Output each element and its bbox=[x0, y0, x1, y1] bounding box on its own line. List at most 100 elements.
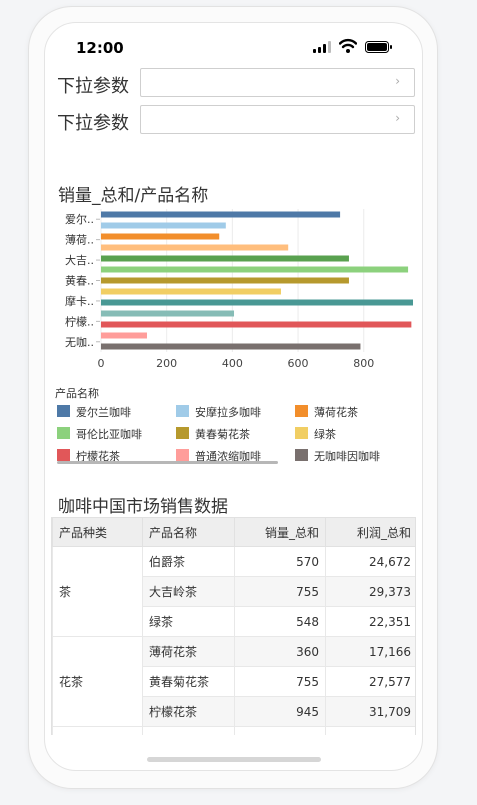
legend-label: 薄荷花茶 bbox=[314, 406, 358, 419]
param-row-1: 下拉参数 › bbox=[57, 68, 417, 100]
legend-label: 绿茶 bbox=[314, 428, 336, 441]
legend-label: 哥伦比亚咖啡 bbox=[76, 428, 142, 441]
legend-swatch bbox=[295, 449, 308, 461]
table-row[interactable]: 柠檬花茶 945 31,709 bbox=[53, 696, 415, 727]
legend-swatch bbox=[57, 449, 70, 461]
y-tick-label: 摩卡.. bbox=[65, 294, 94, 308]
legend-swatch bbox=[57, 427, 70, 439]
y-tick-label: 黄春.. bbox=[65, 274, 94, 288]
bar[interactable] bbox=[101, 211, 341, 218]
dropdown-param-1[interactable]: › bbox=[140, 68, 415, 97]
report-content[interactable]: 下拉参数 › 下拉参数 › 销量_总和/产品名称 0 200 400 600 800 爱尔… bbox=[45, 67, 423, 735]
bar[interactable] bbox=[101, 266, 409, 273]
cell-profit: 24,672 bbox=[325, 546, 415, 577]
cell-sales: 755 bbox=[234, 666, 326, 697]
table-title: 咖啡中国市场销售数据 bbox=[58, 497, 228, 517]
param-label: 下拉参数 bbox=[57, 76, 129, 97]
battery-icon bbox=[365, 41, 392, 53]
legend-label: 柠檬花茶 bbox=[76, 450, 120, 463]
bar[interactable] bbox=[101, 255, 349, 262]
dropdown-param-2[interactable]: › bbox=[140, 105, 415, 134]
legend-label: 无咖啡因咖啡 bbox=[314, 450, 380, 463]
param-label: 下拉参数 bbox=[57, 113, 129, 134]
legend-swatch bbox=[295, 405, 308, 417]
x-tick-label: 0 bbox=[98, 357, 105, 370]
bar[interactable] bbox=[101, 277, 349, 284]
cell-category: 花茶 bbox=[52, 636, 143, 727]
x-tick-label: 400 bbox=[222, 357, 243, 370]
cell-profit: 22,351 bbox=[325, 606, 415, 637]
cell-sales: 755 bbox=[234, 576, 326, 607]
cell-profit: 17,166 bbox=[325, 636, 415, 667]
cell-profit: 31,709 bbox=[325, 696, 415, 727]
legend-label: 黄春菊花茶 bbox=[195, 428, 250, 441]
legend-swatch bbox=[295, 427, 308, 439]
wifi-icon bbox=[339, 38, 357, 53]
bar[interactable] bbox=[101, 233, 220, 240]
legend-swatch bbox=[57, 405, 70, 417]
cell-sales: 728 bbox=[234, 726, 326, 735]
chart-title: 销量_总和/产品名称 bbox=[58, 186, 209, 206]
chart-legend[interactable]: 产品名称 爱尔兰咖啡 安摩拉多咖啡 薄荷花茶哥伦比亚咖啡 黄春菊花茶 绿茶柠檬花茶 普通浓… bbox=[55, 385, 420, 469]
status-bar: 12:00 bbox=[45, 23, 422, 71]
cell-product: 爱尔兰咖啡 bbox=[142, 726, 235, 735]
header-profit[interactable]: 利润_总和 bbox=[325, 517, 415, 547]
legend-title: 产品名称 bbox=[55, 387, 99, 400]
legend-scrollbar[interactable] bbox=[57, 461, 278, 464]
cell-sales: 945 bbox=[234, 696, 326, 727]
param-row-2: 下拉参数 › bbox=[57, 105, 417, 137]
bar[interactable] bbox=[101, 310, 235, 317]
y-tick-label: 柠檬.. bbox=[65, 314, 94, 328]
bar[interactable] bbox=[101, 321, 412, 328]
header-sales[interactable]: 销量_总和 bbox=[234, 517, 326, 547]
legend-label: 爱尔兰咖啡 bbox=[76, 406, 131, 419]
cell-profit: 23,507 bbox=[325, 726, 415, 735]
header-category[interactable]: 产品种类 bbox=[52, 517, 143, 547]
phone-screen: 12:00 下拉参数 › 下拉参数 bbox=[44, 22, 423, 771]
bar[interactable] bbox=[101, 288, 281, 295]
cell-profit: 27,577 bbox=[325, 666, 415, 697]
status-time: 12:00 bbox=[76, 39, 124, 57]
legend-swatch bbox=[176, 427, 189, 439]
legend-swatch bbox=[176, 405, 189, 417]
table-row[interactable]: 爱尔兰咖啡72823,507 bbox=[52, 726, 415, 735]
table-row[interactable]: 大吉岭茶 755 29,373 bbox=[53, 576, 415, 607]
cell-category bbox=[52, 726, 143, 735]
header-product[interactable]: 产品名称 bbox=[142, 517, 235, 547]
legend-label: 安摩拉多咖啡 bbox=[195, 406, 261, 419]
cell-product: 薄荷花茶 bbox=[142, 636, 235, 667]
bar-chart[interactable]: 0 200 400 600 800 爱尔.. 薄荷.. 大吉.. 黄春.. 摩卡.. 柠檬.. 无咖.… bbox=[45, 207, 423, 377]
y-tick-label: 无咖.. bbox=[65, 335, 94, 349]
x-tick-label: 600 bbox=[288, 357, 309, 370]
x-tick-label: 200 bbox=[156, 357, 177, 370]
table-row[interactable]: 黄春菊花茶 755 27,577 bbox=[53, 666, 415, 697]
legend-swatch bbox=[176, 449, 189, 461]
sales-table[interactable]: 产品种类 产品名称 销量_总和 利润_总和 茶伯爵茶 570 24,672 大吉岭茶 7… bbox=[51, 517, 416, 735]
cell-profit: 29,373 bbox=[325, 576, 415, 607]
home-indicator[interactable] bbox=[147, 757, 321, 762]
cell-sales: 548 bbox=[234, 606, 326, 637]
table-row[interactable]: 茶伯爵茶 570 24,672 bbox=[52, 546, 415, 637]
bar[interactable] bbox=[101, 222, 226, 229]
chevron-right-icon: › bbox=[395, 74, 400, 88]
table-row[interactable]: 绿茶 548 22,351 bbox=[53, 606, 415, 637]
cell-sales: 360 bbox=[234, 636, 326, 667]
bar[interactable] bbox=[101, 332, 147, 339]
cell-product: 黄春菊花茶 bbox=[142, 666, 235, 697]
cell-category: 茶 bbox=[52, 546, 143, 637]
cell-product: 伯爵茶 bbox=[142, 546, 235, 577]
cellular-signal-icon bbox=[313, 41, 333, 53]
cell-product: 柠檬花茶 bbox=[142, 696, 235, 727]
cell-sales: 570 bbox=[234, 546, 326, 577]
chevron-right-icon: › bbox=[395, 111, 400, 125]
table-row[interactable]: 花茶 薄荷花茶 360 17,166 bbox=[52, 636, 415, 727]
bar[interactable] bbox=[101, 299, 413, 306]
table-header-row: 产品种类 产品名称 销量_总和 利润_总和 bbox=[52, 517, 415, 547]
bar[interactable] bbox=[101, 343, 361, 350]
y-tick-label: 薄荷.. bbox=[65, 233, 94, 247]
y-tick-label: 大吉.. bbox=[65, 253, 94, 267]
legend-label: 普通浓缩咖啡 bbox=[195, 450, 261, 463]
bar[interactable] bbox=[101, 244, 289, 251]
cell-product: 绿茶 bbox=[142, 606, 235, 637]
x-tick-label: 800 bbox=[353, 357, 374, 370]
